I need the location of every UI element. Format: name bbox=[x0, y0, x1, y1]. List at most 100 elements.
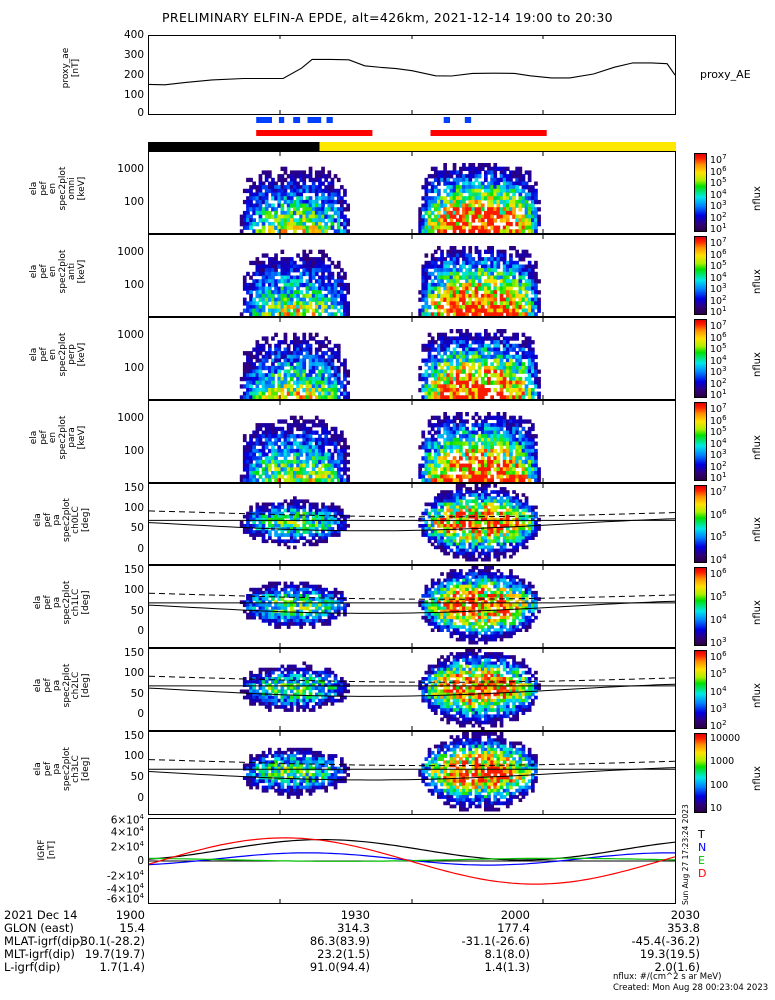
igrf-legend-E: E bbox=[698, 854, 705, 867]
panel-pa_ch2lc-yticks: 150 100 50 0 bbox=[123, 646, 144, 721]
colorbar-en_omni bbox=[694, 153, 707, 232]
xaxis-value: -31.1(-26.6) bbox=[461, 934, 530, 948]
tick-mark-strip bbox=[148, 116, 676, 124]
igrf-legend-N: N bbox=[698, 841, 707, 854]
proxy-ae-trace bbox=[149, 36, 675, 114]
xaxis-value: -45.4(-36.2) bbox=[631, 934, 700, 948]
side-timestamp: Sun Aug 27 17:23:24 2023 bbox=[681, 804, 690, 905]
colorbar-pa_ch3lc-label: nflux bbox=[752, 766, 763, 792]
pa_ch1lc-data bbox=[149, 566, 675, 647]
colorbar-pa_ch2lc-tick: 106 bbox=[710, 650, 727, 664]
panel-en_perp bbox=[148, 317, 676, 400]
colorbar-pa_ch3lc-tick: 10 bbox=[710, 803, 723, 814]
panel-en_anti-yticks: 1000 100 bbox=[117, 245, 144, 292]
colorbar-en_omni-tick: 105 bbox=[710, 176, 727, 190]
colorbar-en_omni-tick: 104 bbox=[710, 187, 727, 201]
colorbar-en_omni-tick: 107 bbox=[710, 153, 727, 167]
colorbar-pa_ch1lc-label: nflux bbox=[752, 599, 763, 625]
colorbar-pa_ch0lc-tick: 107 bbox=[710, 485, 727, 499]
panel-pa_ch0lc-yticks: 150 100 50 0 bbox=[123, 481, 144, 555]
colorbar-en_perp-tick: 106 bbox=[710, 330, 727, 344]
xaxis-row-label: L-igrf(dip) bbox=[4, 960, 61, 974]
colorbar-pa_ch3lc-tick: 100 bbox=[710, 779, 729, 791]
xaxis-value: 2.0(1.6) bbox=[654, 960, 700, 974]
colorbar-pa_ch1lc-tick: 106 bbox=[710, 567, 727, 581]
panel-en_omni-ylabel: ela pef en spec2plot omni [keV] bbox=[29, 166, 87, 211]
xaxis-value: 8.1(8.0) bbox=[484, 947, 530, 961]
page-title: PRELIMINARY ELFIN-A EPDE, alt=426km, 202… bbox=[161, 10, 614, 25]
colorbar-pa_ch2lc-tick: 102 bbox=[710, 719, 727, 733]
panel-pa_ch1lc-ylabel: ela pef pa spec2plot ch1LC [deg] bbox=[33, 580, 91, 625]
panel-igrf bbox=[148, 818, 676, 904]
loss-cone-line bbox=[149, 592, 675, 600]
colorbar-en_anti-label: nflux bbox=[752, 268, 763, 294]
day-night-bar bbox=[148, 142, 676, 151]
colorbar-en_anti-tick: 102 bbox=[710, 293, 727, 307]
colorbar-pa_ch2lc-tick: 105 bbox=[710, 667, 727, 681]
panel-pa_ch2lc-ylabel: ela pef pa spec2plot ch2LC [deg] bbox=[33, 663, 91, 708]
xaxis-value: 91.0(94.4) bbox=[309, 960, 370, 974]
proxy-ae-legend-label: proxy_AE bbox=[700, 68, 751, 81]
xaxis-row-label: GLON (east) bbox=[4, 921, 74, 935]
colorbar-en_anti-tick: 104 bbox=[710, 270, 727, 284]
panel-pa_ch0lc bbox=[148, 483, 676, 565]
colorbar-pa_ch0lc-tick: 104 bbox=[710, 553, 727, 567]
xaxis-value: 15.4 bbox=[119, 921, 145, 935]
colorbar-pa_ch3lc bbox=[694, 733, 707, 813]
pa_ch0lc-data bbox=[149, 484, 675, 564]
igrf-legend: T N E D bbox=[698, 828, 720, 880]
xaxis-value: 23.2(1.5) bbox=[317, 947, 370, 961]
colorbar-en_anti-tick: 103 bbox=[710, 282, 727, 296]
colorbar-en_perp-tick: 101 bbox=[710, 388, 727, 402]
colorbar-en_omni-tick: 102 bbox=[710, 210, 727, 224]
xaxis-value: 353.8 bbox=[667, 921, 700, 935]
colorbar-en_anti-tick: 101 bbox=[710, 305, 727, 319]
colorbar-pa_ch2lc bbox=[694, 650, 707, 729]
panel-en_anti-ylabel: ela pef en spec2plot anti [keV] bbox=[29, 249, 87, 294]
colorbar-pa_ch1lc-tick: 105 bbox=[710, 590, 727, 604]
colorbar-en_omni-tick: 101 bbox=[710, 222, 727, 236]
xaxis-value: 1930 bbox=[340, 908, 370, 922]
footer-units: nflux: #/(cm^2 s ar MeV) bbox=[613, 972, 722, 982]
panel-pa_ch1lc-yticks: 150 100 50 0 bbox=[123, 563, 144, 638]
colorbar-en_omni-tick: 103 bbox=[710, 199, 727, 213]
panel-pa_ch3lc-ylabel: ela pef pa spec2plot ch3LC [deg] bbox=[33, 747, 91, 791]
loss-cone-line bbox=[149, 759, 675, 767]
xaxis-value: 1900 bbox=[115, 908, 145, 922]
panel-igrf-yticks: 6×104 4×104 2×104 0 -2×104 -4×104 -6×104 bbox=[106, 813, 144, 906]
colorbar-en_para-tick: 103 bbox=[710, 448, 727, 462]
colorbar-en_omni-tick: 106 bbox=[710, 164, 727, 178]
pa_ch3lc-data bbox=[149, 732, 675, 814]
colorbar-en_para bbox=[694, 402, 707, 481]
colorbar-en_perp bbox=[694, 319, 707, 398]
colorbar-pa_ch2lc-tick: 104 bbox=[710, 684, 727, 698]
igrf-legend-D: D bbox=[698, 867, 707, 880]
panel-en_anti bbox=[148, 234, 676, 317]
colorbar-en_anti-tick: 107 bbox=[710, 236, 727, 250]
anti-loss-cone-line bbox=[149, 767, 675, 781]
xaxis-value: 2030 bbox=[670, 908, 700, 922]
colorbar-pa_ch1lc-tick: 103 bbox=[710, 636, 727, 650]
panel-pa_ch0lc-ylabel: ela pef pa spec2plot ch0LC [deg] bbox=[33, 498, 91, 542]
footer-created: Created: Mon Aug 28 00:23:04 2023 bbox=[613, 983, 769, 993]
igrf-legend-T: T bbox=[698, 828, 705, 841]
colorbar-en_perp-tick: 103 bbox=[710, 365, 727, 379]
colorbar-en_perp-tick: 107 bbox=[710, 319, 727, 333]
panel-en_para-ylabel: ela pef en spec2plot para [keV] bbox=[29, 415, 87, 460]
xaxis-value: 314.3 bbox=[337, 921, 370, 935]
colorbar-pa_ch1lc bbox=[694, 567, 707, 646]
colorbar-en_para-tick: 106 bbox=[710, 413, 727, 427]
panel-en_para bbox=[148, 400, 676, 483]
panel-pa_ch3lc bbox=[148, 731, 676, 815]
panel-pa_ch1lc bbox=[148, 565, 676, 648]
panel-en_perp-ylabel: ela pef en spec2plot perp [keV] bbox=[29, 332, 87, 377]
panel-proxy-ae-yticks: 400 300 200 100 0 bbox=[123, 29, 144, 119]
panel-proxy-ae-ylabel: proxy_ae [nT] bbox=[61, 47, 81, 89]
anti-loss-cone-line bbox=[149, 683, 675, 697]
colorbar-en_para-tick: 102 bbox=[710, 459, 727, 473]
colorbar-en_perp-tick: 104 bbox=[710, 353, 727, 367]
loss-cone-line bbox=[149, 510, 675, 518]
colorbar-pa_ch0lc-tick: 105 bbox=[710, 530, 727, 544]
pa_ch2lc-data bbox=[149, 649, 675, 730]
colorbar-en_para-tick: 104 bbox=[710, 436, 727, 450]
